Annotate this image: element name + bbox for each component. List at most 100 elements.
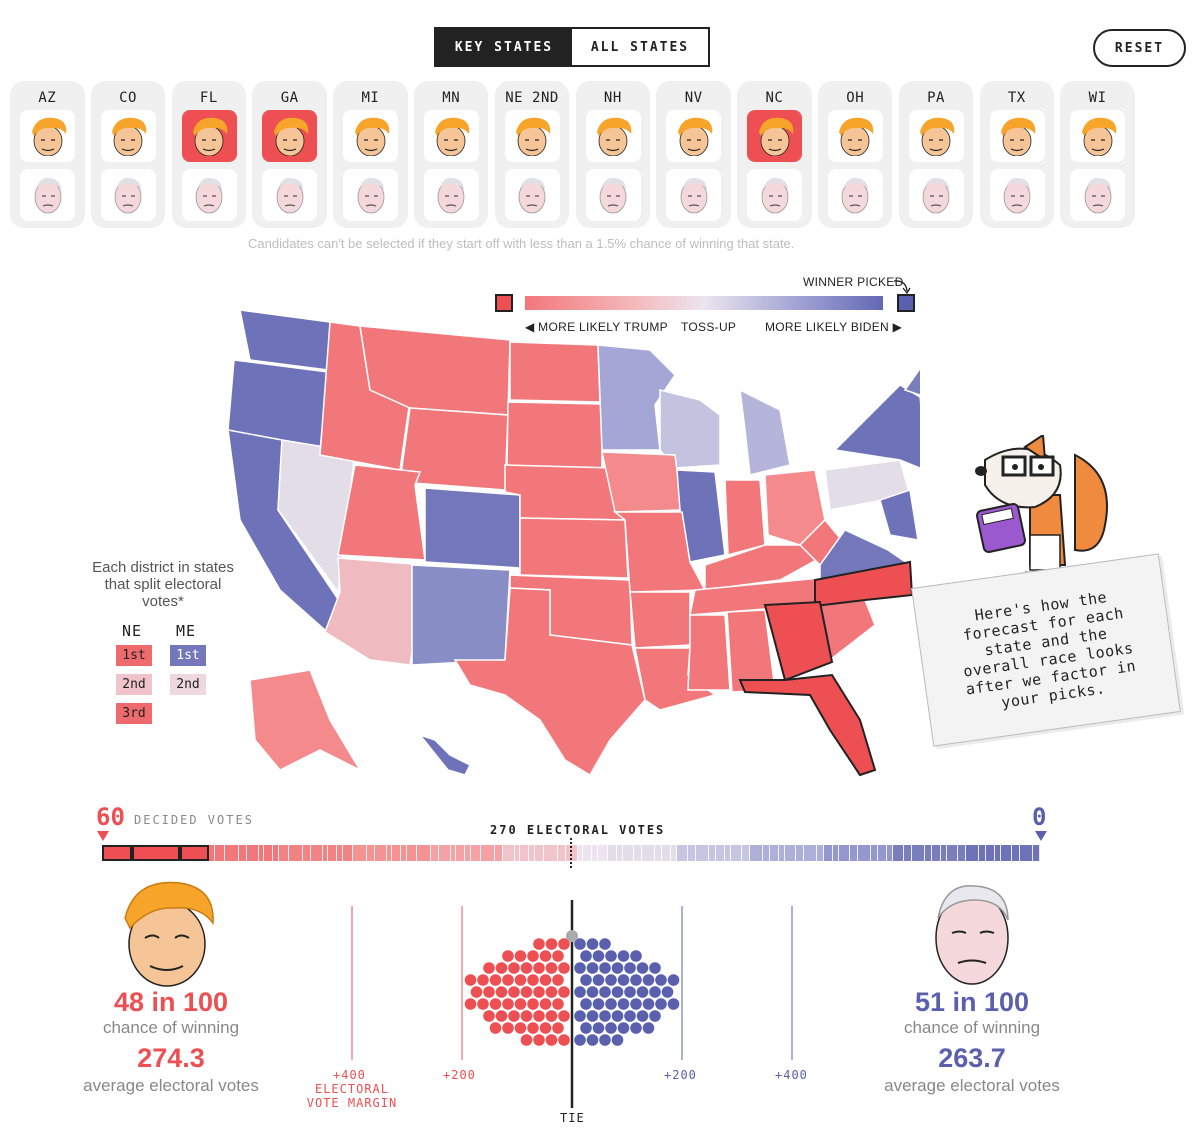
ev-segment bbox=[941, 845, 948, 861]
pick-biden-button[interactable] bbox=[343, 169, 399, 221]
ev-segment bbox=[302, 845, 311, 861]
biden-face-icon bbox=[357, 177, 385, 214]
pick-trump-button[interactable] bbox=[20, 110, 75, 162]
decided-votes-label: DECIDED VOTES bbox=[134, 813, 254, 827]
trump-outcome-dot bbox=[502, 950, 514, 962]
state-card: NV bbox=[656, 81, 731, 228]
pick-biden-button[interactable] bbox=[181, 169, 237, 221]
state-ut bbox=[337, 464, 426, 561]
ev-segment bbox=[893, 845, 905, 861]
pick-biden-button[interactable] bbox=[585, 169, 641, 221]
trump-face-icon bbox=[1001, 117, 1036, 156]
more-likely-trump-label: ◀ MORE LIKELY TRUMP bbox=[525, 320, 668, 334]
trump-outcome-dot bbox=[495, 962, 508, 974]
trump-face-icon bbox=[920, 117, 955, 156]
ev-segment bbox=[912, 845, 926, 861]
pick-trump-button[interactable] bbox=[504, 110, 560, 162]
trump-outcome-dot bbox=[533, 986, 545, 998]
biden-outcome-dot bbox=[611, 1010, 624, 1022]
ev-segment bbox=[887, 845, 894, 861]
biden-avg-ev-label: average electoral votes bbox=[884, 1076, 1060, 1095]
trump-outcome-dot bbox=[527, 998, 539, 1010]
ne-district-1: 1st bbox=[116, 645, 152, 666]
trump-outcome-dot bbox=[483, 986, 495, 998]
biden-face-icon bbox=[761, 177, 789, 214]
pick-biden-button[interactable] bbox=[20, 169, 75, 221]
state-card: FL bbox=[171, 81, 247, 228]
ev-segment bbox=[662, 845, 672, 861]
trump-outcome-dot bbox=[533, 1010, 545, 1022]
trump-avg-ev: 274.3 bbox=[137, 1043, 205, 1073]
selection-note: Candidates can't be selected if they sta… bbox=[248, 236, 795, 251]
trump-face-icon bbox=[193, 117, 228, 156]
key-states-tab[interactable]: KEY STATES bbox=[436, 29, 572, 65]
trump-chance: 48 in 100 bbox=[113, 987, 229, 1017]
pick-biden-button[interactable] bbox=[1070, 169, 1126, 221]
pick-trump-button[interactable] bbox=[827, 110, 883, 162]
trump-outcome-dot bbox=[508, 962, 520, 974]
reset-button[interactable]: RESET bbox=[1093, 29, 1186, 67]
pick-biden-button[interactable] bbox=[100, 169, 156, 221]
pick-trump-button[interactable] bbox=[989, 110, 1045, 162]
pick-biden-button[interactable] bbox=[908, 169, 964, 221]
ev-segment bbox=[322, 845, 328, 861]
state-abbr: NE 2ND bbox=[505, 90, 559, 106]
state-card: MI bbox=[333, 81, 408, 228]
biden-face-icon bbox=[1003, 177, 1031, 214]
biden-outcome-dot bbox=[605, 1022, 617, 1034]
ev-segment bbox=[502, 845, 515, 861]
ev-segment bbox=[965, 845, 979, 861]
state-card: WI bbox=[1060, 81, 1135, 228]
pick-trump-button[interactable] bbox=[262, 110, 318, 162]
ev-segment bbox=[750, 845, 764, 861]
trump-outcome-dot bbox=[552, 950, 564, 962]
pick-trump-button[interactable] bbox=[666, 110, 722, 162]
pick-biden-button[interactable] bbox=[262, 169, 318, 221]
ev-segment bbox=[642, 845, 656, 861]
trump-picked-swatch bbox=[495, 294, 513, 312]
pick-biden-button[interactable] bbox=[827, 169, 883, 221]
ev-segment bbox=[366, 845, 375, 861]
biden-outcome-dot bbox=[599, 962, 611, 974]
pick-trump-button[interactable] bbox=[585, 110, 641, 162]
pick-trump-button[interactable] bbox=[423, 110, 479, 162]
ev-segment bbox=[455, 845, 465, 861]
trump-face-icon bbox=[112, 117, 147, 156]
all-states-tab[interactable]: ALL STATES bbox=[572, 29, 708, 65]
state-hi bbox=[417, 733, 472, 776]
biden-outcome-dot bbox=[655, 974, 667, 986]
pick-biden-button[interactable] bbox=[989, 169, 1045, 221]
pick-biden-button[interactable] bbox=[666, 169, 722, 221]
pick-biden-button[interactable] bbox=[747, 169, 803, 221]
biden-outcome-dot bbox=[605, 998, 617, 1010]
biden-face-icon bbox=[518, 177, 546, 214]
pick-trump-button[interactable] bbox=[343, 110, 399, 162]
map-legend: WINNER PICKED ◀ MORE LIKELY TRUMP TOSS-U… bbox=[495, 274, 920, 336]
ev-segment bbox=[578, 845, 584, 861]
biden-face-icon bbox=[438, 177, 465, 214]
trump-outcome-dot bbox=[520, 1010, 533, 1022]
pick-trump-button[interactable] bbox=[1070, 110, 1126, 162]
biden-outcome-dot bbox=[649, 1010, 661, 1022]
trump-outcome-dot bbox=[514, 998, 527, 1010]
trump-outcome-dot bbox=[558, 1034, 570, 1046]
biden-outcome-dot bbox=[599, 1034, 611, 1046]
pick-trump-button[interactable] bbox=[747, 110, 803, 162]
pick-biden-button[interactable] bbox=[504, 169, 560, 221]
ev-segment bbox=[742, 845, 751, 861]
pick-trump-button[interactable] bbox=[100, 110, 156, 162]
ev-segment bbox=[839, 845, 851, 861]
state-ar bbox=[629, 591, 691, 649]
pick-trump-button[interactable] bbox=[181, 110, 237, 162]
state-wa bbox=[239, 309, 331, 371]
ev-segment bbox=[374, 845, 387, 861]
trump-outcome-dot bbox=[558, 1010, 570, 1022]
ev-segment bbox=[480, 845, 495, 861]
pick-biden-button[interactable] bbox=[423, 169, 479, 221]
ev-segment bbox=[1011, 845, 1020, 861]
biden-face-icon bbox=[195, 177, 223, 214]
pick-trump-button[interactable] bbox=[908, 110, 964, 162]
me-district-label: ME bbox=[176, 622, 197, 640]
trump-outcome-dot bbox=[545, 986, 558, 998]
state-ia bbox=[601, 451, 683, 513]
